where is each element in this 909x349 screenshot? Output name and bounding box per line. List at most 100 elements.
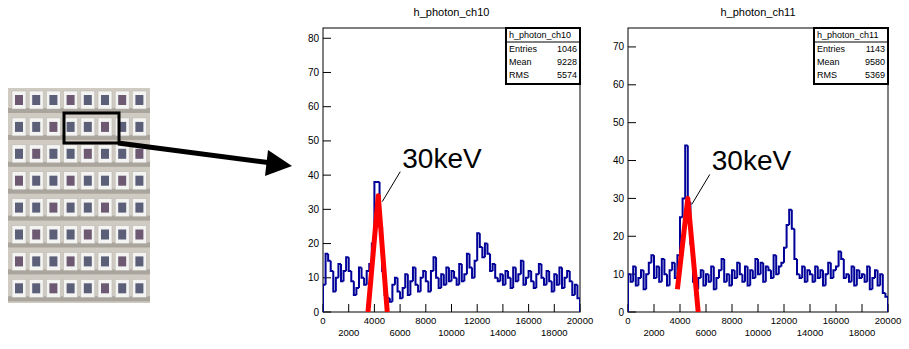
highlight-box <box>64 113 119 143</box>
histogram-bin <box>541 264 544 278</box>
x-tick <box>862 304 863 312</box>
histogram-bin <box>487 244 490 254</box>
sensor <box>67 149 75 159</box>
histogram-bin <box>421 278 424 292</box>
histogram-bin <box>475 261 478 278</box>
sensor <box>49 256 57 266</box>
y-tick <box>628 312 636 313</box>
histogram-bin <box>638 278 641 286</box>
sensor <box>15 230 23 240</box>
sensor <box>135 122 143 132</box>
sensor-frame <box>12 226 26 244</box>
histogram-bin <box>787 225 790 248</box>
sensor <box>84 256 92 266</box>
fit-curve <box>677 198 698 312</box>
sensor-frame <box>98 118 112 136</box>
annotation-leader <box>382 172 400 202</box>
sensor-frame <box>12 91 26 109</box>
histogram-bin <box>328 254 331 261</box>
sensor-frame <box>81 252 95 270</box>
sensor <box>101 230 109 240</box>
annotation: 30keV <box>712 145 792 176</box>
stats-value: 1046 <box>557 44 577 54</box>
sensor <box>15 176 23 186</box>
sensor-frame <box>81 145 95 163</box>
sensor-frame <box>46 118 60 136</box>
histogram-bin <box>403 288 406 298</box>
histogram-bin <box>416 268 419 285</box>
sensor <box>101 256 109 266</box>
sensor-frame <box>64 279 78 297</box>
histogram-bin <box>436 257 439 278</box>
sensor <box>135 95 143 105</box>
y-tick-label: 70 <box>613 41 625 52</box>
sensor <box>67 95 75 105</box>
x-tick <box>810 304 811 312</box>
sensor <box>15 95 23 105</box>
y-tick <box>628 46 636 47</box>
sensor-frame <box>98 91 112 109</box>
sensor <box>32 203 40 213</box>
sensor <box>49 149 57 159</box>
sensor-frame <box>115 145 129 163</box>
histogram-bin <box>646 274 649 289</box>
histogram-bin <box>351 271 354 281</box>
sensor <box>118 203 126 213</box>
histogram-bin <box>883 274 886 293</box>
histogram-bin <box>518 274 521 281</box>
y-tick <box>628 84 636 85</box>
y-tick-label: 50 <box>308 135 320 146</box>
histogram-bin <box>794 229 797 259</box>
histogram-bin <box>431 271 434 292</box>
sensor-frame <box>29 252 43 270</box>
x-tick <box>706 304 707 312</box>
sensor <box>118 95 126 105</box>
histogram-bin <box>526 278 529 285</box>
sensor <box>32 176 40 186</box>
x-tick <box>528 304 529 312</box>
x-tick-label: 12000 <box>464 315 490 326</box>
sensor <box>67 203 75 213</box>
histogram-bin <box>577 285 580 312</box>
histogram-bin <box>349 257 352 271</box>
sensor <box>15 256 23 266</box>
x-tick <box>374 304 375 312</box>
sensor-frame <box>132 252 146 270</box>
stats-label: Entries <box>817 44 846 54</box>
histogram-bin <box>670 270 673 285</box>
sensor-frame <box>46 252 60 270</box>
y-tick <box>323 175 331 176</box>
y-tick <box>323 243 331 244</box>
histogram-bin <box>565 278 568 288</box>
histogram-bin <box>716 278 719 289</box>
x-tick-label: 20000 <box>567 315 593 326</box>
histogram-bin <box>480 233 483 247</box>
sensor <box>135 256 143 266</box>
stats-divider <box>814 42 888 43</box>
sensor <box>84 122 92 132</box>
chart-title: h_photon_ch11 <box>720 6 795 18</box>
sensor-frame <box>132 226 146 244</box>
x-tick-label: 8000 <box>721 315 742 326</box>
sensor <box>118 230 126 240</box>
histogram-bin <box>841 251 844 259</box>
sensor-frame <box>12 172 26 190</box>
chart-title: h_photon_ch10 <box>414 6 490 18</box>
y-tick-label: 60 <box>308 101 320 112</box>
sensor-frame <box>132 172 146 190</box>
data-group <box>323 182 580 312</box>
sensor <box>101 122 109 132</box>
y-tick-label: 80 <box>308 33 320 44</box>
sensor-frame <box>81 279 95 297</box>
x-tick-label: 18000 <box>849 327 875 338</box>
y-tick <box>323 277 331 278</box>
x-tick <box>348 304 349 312</box>
x-tick-label: 2000 <box>338 327 359 338</box>
sensor-frame <box>132 118 146 136</box>
sensor-frame <box>98 172 112 190</box>
x-tick <box>784 304 785 312</box>
sensor <box>32 256 40 266</box>
histogram-bin <box>740 263 743 274</box>
stats-value: 9228 <box>557 57 577 67</box>
sensor <box>101 283 109 293</box>
